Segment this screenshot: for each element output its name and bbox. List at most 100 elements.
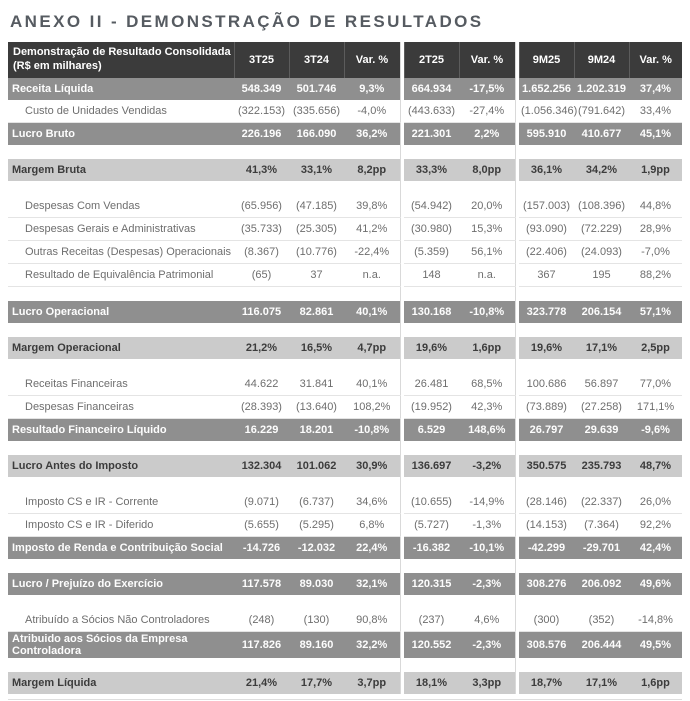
- cell: (27.258): [574, 395, 629, 419]
- cell: 34,6%: [344, 491, 400, 514]
- cell: 88,2%: [629, 263, 682, 287]
- cell: 1,6pp: [459, 337, 515, 359]
- group-separator: [399, 217, 404, 241]
- cell: [289, 145, 344, 159]
- group-separator: [399, 573, 404, 595]
- group-separator: [514, 491, 519, 514]
- cell: [404, 658, 459, 672]
- row-label: [8, 477, 234, 491]
- row-label: Custo de Unidades Vendidas: [8, 100, 234, 123]
- cell: 92,2%: [629, 513, 682, 537]
- group-separator: [514, 301, 519, 323]
- table-row: Atribuido aos Sócios da Empresa Controla…: [8, 631, 682, 658]
- group-separator: [514, 573, 519, 595]
- cell: 29.639: [574, 418, 629, 441]
- cell: (19.952): [404, 395, 459, 419]
- cell: [574, 477, 629, 491]
- table-row: Imposto CS e IR - Corrente (9.071) (6.737)…: [8, 491, 682, 514]
- cell: [344, 658, 400, 672]
- cell: (300): [519, 609, 574, 632]
- cell: (35.733): [234, 217, 289, 241]
- table-row: Outras Receitas (Despesas) Operacionais(…: [8, 240, 682, 264]
- cell: 49,5%: [629, 631, 682, 658]
- cell: (443.633): [404, 100, 459, 123]
- group-separator: [399, 491, 404, 514]
- cell: [519, 441, 574, 455]
- row-label: [8, 145, 234, 159]
- cell: (47.185): [289, 195, 344, 218]
- cell: [629, 441, 682, 455]
- group-separator: [399, 122, 404, 145]
- cell: 501.746: [289, 78, 344, 100]
- cell: 308.576: [519, 631, 574, 658]
- cell: 68,5%: [459, 373, 515, 396]
- row-label: Imposto CS e IR - Diferido: [8, 513, 234, 537]
- cell: [519, 323, 574, 337]
- cell: -10,8%: [344, 418, 400, 441]
- cell: 15,3%: [459, 217, 515, 241]
- cell: 39,8%: [344, 195, 400, 218]
- group-separator: [514, 100, 519, 123]
- row-label: Margem Operacional: [8, 337, 234, 359]
- cell: (237): [404, 609, 459, 632]
- cell: 100.686: [519, 373, 574, 396]
- cell: [234, 359, 289, 373]
- group-separator: [399, 159, 404, 181]
- cell: 77,0%: [629, 373, 682, 396]
- column-header-var-: Var. %: [628, 42, 682, 78]
- cell: [574, 181, 629, 195]
- cell: 40,1%: [344, 373, 400, 396]
- cell: [234, 658, 289, 672]
- group-separator: [399, 263, 404, 287]
- cell: 26,0%: [629, 491, 682, 514]
- cell: 32,2%: [344, 631, 400, 658]
- cell: 206.154: [574, 301, 629, 323]
- group-separator: [514, 42, 519, 78]
- group-separator: [399, 359, 404, 373]
- spacer-row: [8, 477, 682, 491]
- cell: (9.071): [234, 491, 289, 514]
- row-label: [8, 359, 234, 373]
- group-separator: [399, 373, 404, 396]
- table-title-line1: Demonstração de Resultado Consolidada: [13, 46, 231, 59]
- cell: 308.276: [519, 573, 574, 595]
- table-row: Imposto CS e IR - Diferido (5.655) (5.295)…: [8, 513, 682, 537]
- cell: (108.396): [574, 195, 629, 218]
- cell: 89.030: [289, 573, 344, 595]
- cell: 36,2%: [344, 122, 400, 145]
- cell: [344, 181, 400, 195]
- cell: 226.196: [234, 122, 289, 145]
- cell: [289, 441, 344, 455]
- cell: 235.793: [574, 455, 629, 477]
- group-separator: [514, 373, 519, 396]
- row-label: Lucro Bruto: [8, 122, 234, 145]
- cell: [404, 181, 459, 195]
- row-label: Receita Líquida: [8, 78, 234, 100]
- row-label: Receitas Financeiras: [8, 373, 234, 396]
- cell: 37: [289, 263, 344, 287]
- cell: 148,6%: [459, 418, 515, 441]
- group-separator: [399, 323, 404, 337]
- cell: (130): [289, 609, 344, 632]
- row-label: Lucro / Prejuízo do Exercício: [8, 573, 234, 595]
- group-separator: [514, 418, 519, 441]
- cell: (30.980): [404, 217, 459, 241]
- group-separator: [514, 323, 519, 337]
- table-row: Margem Operacional 21,2% 16,5% 4,7pp 19,6% 1,…: [8, 337, 682, 359]
- results-table: Demonstração de Resultado Consolidada (R$…: [8, 42, 682, 694]
- cell: 28,9%: [629, 217, 682, 241]
- cell: 108,2%: [344, 395, 400, 419]
- table-row: Imposto de Renda e Contribuição Social -1…: [8, 536, 682, 559]
- cell: [459, 441, 515, 455]
- cell: 37,4%: [629, 78, 682, 100]
- cell: [574, 359, 629, 373]
- group-separator: [514, 595, 519, 609]
- table-title-line2: (R$ em milhares): [13, 60, 102, 72]
- spacer-row: [8, 595, 682, 609]
- cell: 410.677: [574, 122, 629, 145]
- table-title-cell: Demonstração de Resultado Consolidada (R$…: [8, 42, 234, 78]
- group-separator: [399, 418, 404, 441]
- table-row: Resultado de Equivalência Patrimonial (65…: [8, 263, 682, 287]
- cell: -22,4%: [344, 240, 400, 264]
- cell: 30,9%: [344, 455, 400, 477]
